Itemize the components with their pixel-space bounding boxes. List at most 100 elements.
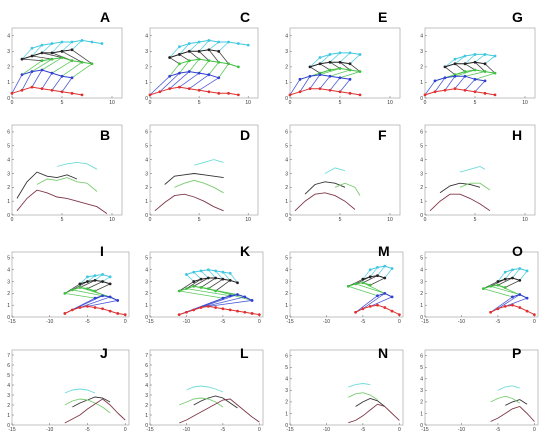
y-tick-label: 3 [285,49,288,55]
data-point [199,286,203,289]
data-point [192,308,196,312]
data-point [123,313,127,317]
data-point [207,90,211,94]
segment-rod [169,57,180,65]
data-point [197,71,201,75]
data-point [483,70,487,73]
segment-rod [454,55,466,65]
data-point [199,306,203,309]
segment-rod [497,271,506,282]
data-point [100,42,104,45]
data-point [453,74,457,78]
x-tick-label: -15 [421,427,428,433]
data-point [503,304,507,308]
y-tick-label: 2 [285,400,288,406]
panel-label: C [240,9,250,25]
data-point [481,287,485,291]
data-point [246,43,250,47]
data-point [217,60,221,64]
y-tick-label: 3 [7,393,10,399]
data-point [308,87,312,91]
x-tick-label: 0 [149,217,152,223]
segment-rod [490,296,513,313]
series-line [64,388,96,394]
series-line [483,284,506,290]
data-point [80,60,84,64]
data-point [338,51,342,55]
data-point [518,293,522,296]
data-point [346,284,350,288]
data-point [50,42,54,45]
y-tick-label: 7 [7,353,10,359]
series-line [497,277,520,282]
data-point [338,76,342,80]
series-line [11,86,83,96]
x-tick-label: -15 [421,319,428,325]
data-point [361,281,365,285]
segment-rod [149,75,170,96]
data-point [473,53,477,56]
y-tick-label: 7 [145,353,148,359]
data-point [221,296,225,300]
segment-rod [94,274,103,281]
y-tick-label: 1 [7,413,10,419]
y-tick-label: 0 [145,213,148,219]
data-point [197,88,201,92]
data-point [236,93,240,97]
y-tick-label: 2 [420,65,423,71]
series-line [434,75,486,82]
segment-rod [222,271,231,281]
y-tick-label: 2 [7,185,10,191]
data-point [463,88,467,92]
axes-frame [424,124,536,216]
segment-rod [179,290,223,299]
x-tick-label: -15 [146,427,153,433]
axes-frame [11,124,123,216]
data-point [227,62,230,66]
segment-rod [319,54,331,65]
segment-rod [198,40,210,52]
data-point [214,306,218,309]
segment-rod [94,283,111,292]
y-tick-label: 1 [285,199,288,205]
panel-m: 0 1 2 3 4 5 -15 -10 -5 0 M [285,243,404,325]
data-point [206,304,210,308]
x-tick-label: -5 [85,427,90,433]
y-tick-label: 6 [420,354,423,360]
series-line [186,385,224,393]
segment-rod [71,40,83,51]
data-point [63,291,67,295]
panel-label: I [100,243,104,259]
y-tick-label: 1 [145,199,148,205]
panel-j: 0 1 2 3 4 5 6 7 -15 -10 -5 0 J [7,345,130,433]
data-point [217,49,221,53]
segment-rod [339,71,361,79]
data-point [383,264,387,268]
data-point [207,39,211,42]
segment-rod [215,280,231,292]
segment-rod [51,60,73,74]
data-point [214,289,218,293]
data-point [199,269,203,273]
panel-label: B [100,127,110,143]
axes-frame [11,27,123,99]
data-point [376,303,379,307]
segment-rod [484,63,496,74]
data-point [328,60,332,64]
segment-rod [329,61,341,69]
segment-rod [319,63,331,71]
y-tick-label: 3 [285,279,288,285]
data-point [185,310,188,314]
data-point [187,42,191,45]
data-point [318,73,322,77]
y-tick-label: 2 [285,185,288,191]
series-line [174,179,224,194]
x-tick-label: 10 [522,217,528,223]
segment-rod [218,63,229,79]
axes-frame [149,124,259,216]
segment-rod [377,265,386,276]
data-point [228,294,232,298]
data-point [236,293,239,296]
data-point [243,295,247,299]
y-tick-label: 3 [7,171,10,177]
